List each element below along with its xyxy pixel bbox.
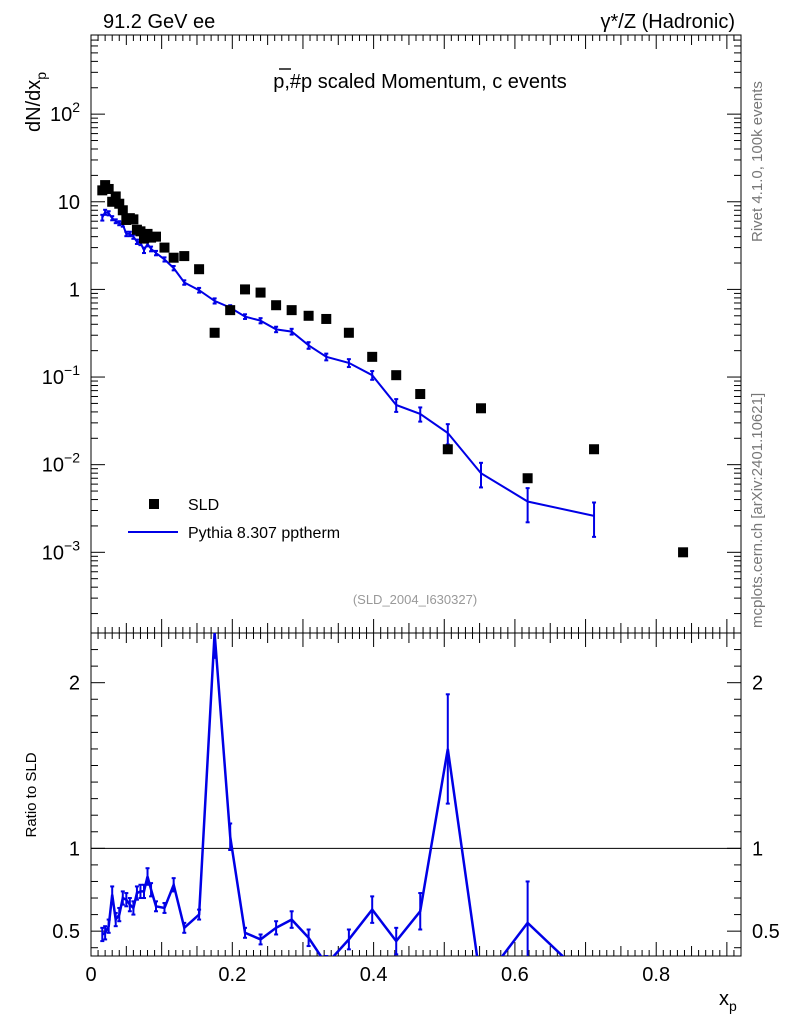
plot-title: p,#p scaled Momentum, c events xyxy=(273,71,566,93)
x-tick-label: 0.6 xyxy=(501,964,529,986)
sld-point xyxy=(391,370,402,381)
main-y-tick-label-base: 10 xyxy=(50,104,72,126)
sld-point xyxy=(107,196,118,207)
x-tick-label: 0 xyxy=(85,964,96,986)
main-y-tick-label: 10−2 xyxy=(42,450,80,477)
sld-point xyxy=(321,313,332,324)
main-y-axis-label: dN/dxp xyxy=(23,72,49,132)
header-process-label: γ*/Z (Hadronic) xyxy=(601,11,735,33)
sld-point xyxy=(367,351,378,362)
ratio-y-tick-label-right: 2 xyxy=(752,673,763,695)
main-y-axis-label-base: dN/dx xyxy=(23,80,45,132)
ratio-y-tick-label-right: 1 xyxy=(752,838,763,860)
main-y-tick-label-base: 10 xyxy=(58,192,80,214)
sld-point xyxy=(128,214,139,225)
x-tick-label: 0.4 xyxy=(360,964,388,986)
main-axis-ticks xyxy=(90,34,742,633)
main-y-axis-label-sub: p xyxy=(33,72,49,80)
legend-sld-label: SLD xyxy=(188,497,219,514)
sld-point xyxy=(151,231,161,242)
legend-pythia-label: Pythia 8.307 pptherm xyxy=(188,525,340,542)
sld-point xyxy=(522,473,533,484)
sld-point xyxy=(194,264,205,275)
sld-point xyxy=(442,444,453,455)
legend-sld-marker xyxy=(149,499,159,509)
sld-point xyxy=(110,191,121,202)
main-y-tick-label-exp: 2 xyxy=(72,99,80,115)
pythia-series-ratio xyxy=(100,633,565,956)
header-energy-label: 91.2 GeV ee xyxy=(103,11,215,33)
sld-point xyxy=(303,310,314,321)
legend: SLD Pythia 8.307 pptherm xyxy=(128,497,340,542)
main-y-tick-label-base: 10 xyxy=(42,542,64,564)
ratio-y-tick-labels: 0.5 0.5 1 1 2 2 xyxy=(52,673,780,943)
sld-point xyxy=(209,327,220,338)
sld-point xyxy=(271,300,282,311)
sld-point xyxy=(135,226,146,237)
mcplots-credit-label: mcplots.cern.ch [arXiv:2401.10621] xyxy=(749,393,766,628)
main-y-tick-label: 102 xyxy=(50,99,80,126)
sld-point xyxy=(343,327,354,338)
sld-point xyxy=(240,284,251,295)
sld-point xyxy=(168,252,179,263)
ratio-y-axis-label: Ratio to SLD xyxy=(23,752,40,837)
main-y-tick-label: 10−1 xyxy=(42,362,80,389)
x-axis-label: xp xyxy=(719,988,737,1014)
ratio-panel-frame xyxy=(90,632,742,957)
ratio-panel: 0.5 0.5 1 1 2 2 0 0.2 0.4 0.6 0.8 Ratio to SLD xp xyxy=(23,632,780,1014)
sld-point xyxy=(286,305,297,316)
analysis-tag: (SLD_2004_I630327) xyxy=(353,592,477,607)
sld-point xyxy=(589,444,600,455)
sld-point xyxy=(114,198,125,209)
sld-point xyxy=(159,242,170,253)
x-tick-label: 0.8 xyxy=(642,964,670,986)
ratio-y-tick-label-right: 0.5 xyxy=(752,921,780,943)
sld-point xyxy=(415,389,426,400)
ratio-y-tick-label-left: 1 xyxy=(69,838,80,860)
rivet-version-label: Rivet 4.1.0, 100k events xyxy=(749,81,766,242)
main-y-tick-label-exp: −1 xyxy=(64,362,80,378)
ratio-y-tick-label-left: 2 xyxy=(69,673,80,695)
main-y-tick-label-exp: −2 xyxy=(64,450,80,466)
sld-point xyxy=(225,305,236,316)
sld-point xyxy=(117,205,128,216)
ratio-y-tick-label-left: 0.5 xyxy=(52,921,80,943)
main-y-tick-label: 1 xyxy=(69,279,80,301)
main-y-tick-label: 10 xyxy=(58,192,80,214)
main-y-tick-label-base: 1 xyxy=(69,279,80,301)
main-y-tick-label-base: 10 xyxy=(42,455,64,477)
sld-point xyxy=(103,183,114,194)
sld-point xyxy=(179,251,190,262)
sld-point xyxy=(476,403,486,414)
x-axis-label-sub: p xyxy=(729,998,737,1014)
sld-point xyxy=(97,185,108,196)
x-tick-label: 0.2 xyxy=(218,964,246,986)
sld-series-main xyxy=(97,180,689,558)
main-y-tick-label-base: 10 xyxy=(42,367,64,389)
main-panel-frame xyxy=(90,34,742,634)
ratio-axis-ticks xyxy=(90,632,742,956)
sld-point xyxy=(255,287,266,298)
sld-point xyxy=(678,547,689,558)
x-tick-labels: 0 0.2 0.4 0.6 0.8 xyxy=(85,964,670,986)
x-axis-label-base: x xyxy=(719,988,729,1010)
main-y-tick-label-exp: −3 xyxy=(64,537,80,553)
main-y-tick-label: 10−3 xyxy=(42,537,80,564)
